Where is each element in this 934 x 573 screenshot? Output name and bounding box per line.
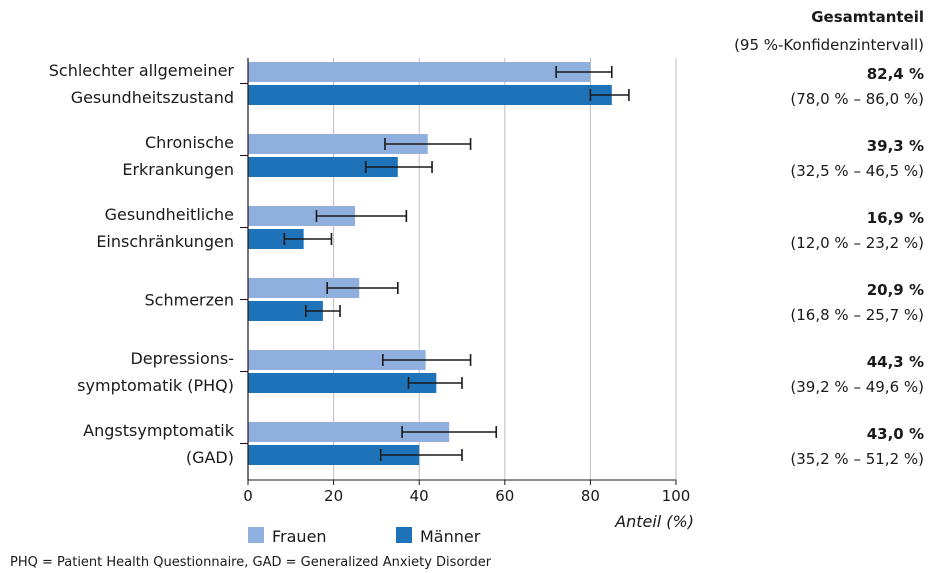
total-value: 44,3 %: [867, 353, 924, 371]
category-label: Angstsymptomatik: [83, 421, 235, 440]
bar-frauen: [248, 278, 360, 298]
total-value: 16,9 %: [867, 209, 924, 227]
legend: Frauen Männer: [248, 527, 481, 546]
bar-frauen: [248, 134, 428, 154]
bar-frauen: [248, 422, 450, 442]
x-axis-title: Anteil (%): [614, 512, 694, 531]
bar-maenner: [248, 445, 420, 465]
bar-maenner: [248, 85, 612, 105]
x-tick-label: 20: [324, 487, 343, 505]
category-label: Depressions-: [130, 349, 234, 368]
bar-maenner: [248, 373, 437, 393]
bar-frauen: [248, 350, 426, 370]
total-ci: (39,2 % – 49,6 %): [790, 378, 924, 396]
total-ci: (12,0 % – 23,2 %): [790, 234, 924, 252]
category-label: Schmerzen: [145, 291, 234, 310]
category-label: Schlechter allgemeiner: [49, 61, 235, 80]
total-ci: (32,5 % – 46,5 %): [790, 162, 924, 180]
x-tick-label: 40: [410, 487, 429, 505]
x-tick-label: 0: [243, 487, 253, 505]
total-value: 43,0 %: [867, 425, 924, 443]
x-tick-label: 60: [495, 487, 514, 505]
total-value: 82,4 %: [867, 65, 924, 83]
category-label: Erkrankungen: [122, 160, 234, 179]
bar-maenner: [248, 301, 323, 321]
total-header-title: Gesamtanteil: [811, 8, 924, 26]
category-label: Gesundheitliche: [105, 205, 234, 224]
category-label: (GAD): [186, 448, 234, 467]
total-ci: (16,8 % – 25,7 %): [790, 306, 924, 324]
category-label: symptomatik (PHQ): [77, 376, 234, 395]
legend-label-frauen: Frauen: [272, 527, 327, 546]
category-label: Einschränkungen: [96, 232, 234, 251]
category-label: Chronische: [145, 133, 234, 152]
grid-lines: [333, 58, 677, 480]
legend-swatch-maenner: [396, 527, 412, 543]
bar-frauen: [248, 62, 591, 82]
total-ci: (35,2 % – 51,2 %): [790, 450, 924, 468]
total-column: Gesamtanteil (95 %-Konfidenzintervall) 8…: [734, 8, 924, 468]
bar-maenner: [248, 157, 398, 177]
tick-labels: 0 20 40 60 80 100: [243, 487, 690, 505]
bar-frauen: [248, 206, 355, 226]
total-header-subtitle: (95 %-Konfidenzintervall): [734, 36, 924, 54]
x-tick-label: 100: [662, 487, 691, 505]
axes: [240, 58, 677, 485]
legend-swatch-frauen: [248, 527, 264, 543]
error-bars: [283, 66, 630, 461]
footnote: PHQ = Patient Health Questionnaire, GAD …: [10, 555, 492, 570]
total-value: 20,9 %: [867, 281, 924, 299]
bar-maenner: [248, 229, 304, 249]
total-value: 39,3 %: [867, 137, 924, 155]
total-ci: (78,0 % – 86,0 %): [790, 90, 924, 108]
bars: [248, 62, 612, 465]
category-labels: Schlechter allgemeiner Gesundheitszustand…: [49, 61, 235, 467]
category-label: Gesundheitszustand: [71, 88, 234, 107]
x-tick-label: 80: [581, 487, 600, 505]
legend-label-maenner: Männer: [420, 527, 481, 546]
